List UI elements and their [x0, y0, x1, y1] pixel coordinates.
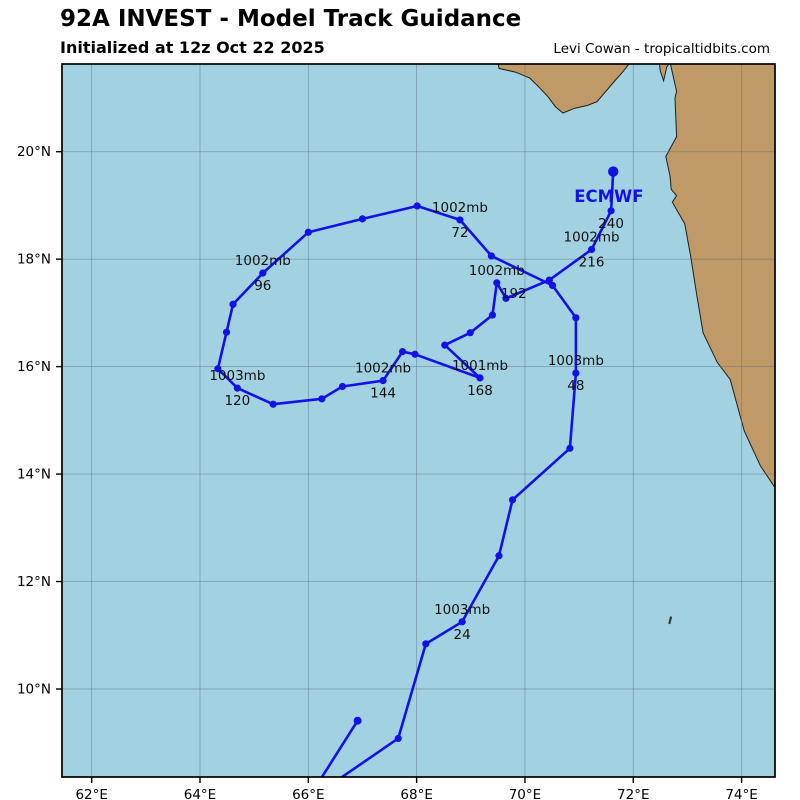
forecast-hour-label: 144: [370, 386, 396, 402]
x-axis-tick-label: 66°E: [292, 787, 324, 800]
y-axis-tick-label: 20°N: [17, 144, 51, 160]
init-time-subtitle: Initialized at 12z Oct 22 2025: [60, 38, 325, 57]
track-point: [379, 376, 387, 385]
track-point: [488, 311, 497, 319]
pressure-label: 1002mb: [469, 263, 525, 279]
track-point: [456, 216, 464, 224]
x-axis-tick-label: 62°E: [75, 787, 107, 800]
pressure-label: 1002mb: [564, 229, 620, 245]
forecast-hour-label: 48: [567, 378, 584, 394]
track-point: [466, 329, 474, 337]
forecast-hour-label: 240: [598, 216, 624, 232]
track-point: [476, 374, 484, 382]
y-axis-tick-label: 18°N: [17, 252, 51, 268]
page-title: 92A INVEST - Model Track Guidance: [60, 6, 522, 32]
track-point: [422, 640, 430, 648]
track-point: [259, 269, 267, 277]
x-axis-tick-label: 68°E: [400, 787, 432, 800]
forecast-hour-label: 192: [501, 286, 527, 302]
pressure-label: 1001mb: [452, 358, 508, 374]
track-point: [304, 228, 312, 236]
pressure-label: 1003mb: [434, 602, 490, 618]
track-point: [338, 382, 347, 391]
track-point: [411, 350, 419, 358]
x-axis-tick-label: 64°E: [184, 787, 216, 800]
track-point: [607, 207, 615, 215]
forecast-hour-label: 216: [579, 254, 605, 270]
track-point: [572, 369, 580, 377]
model-name-label: ECMWF: [574, 187, 643, 206]
forecast-hour-label: 72: [451, 225, 468, 241]
track-point: [545, 276, 553, 284]
y-axis-tick-label: 14°N: [17, 467, 51, 483]
y-axis-tick-label: 10°N: [17, 681, 51, 697]
track-point: [458, 618, 466, 626]
forecast-hour-label: 168: [467, 383, 493, 399]
x-axis-tick-label: 72°E: [617, 787, 649, 800]
track-point: [487, 252, 495, 260]
track-point: [353, 716, 362, 725]
track-point: [572, 314, 580, 322]
track-point: [229, 300, 237, 308]
track-point: [566, 444, 574, 452]
pressure-label: 1003mb: [548, 353, 604, 369]
pressure-label: 1003mb: [209, 368, 265, 384]
pressure-label: 1002mb: [355, 361, 411, 377]
track-point: [398, 347, 407, 356]
track-point: [587, 245, 596, 254]
track-point: [495, 552, 503, 560]
track-map-svg: 1003mb 24 1003mb 48 1002mb 72 1002mb 96 1003mb 12…: [62, 64, 775, 777]
forecast-hour-label: 120: [224, 393, 250, 409]
y-axis-tick-label: 12°N: [17, 574, 51, 590]
track-point: [222, 328, 231, 336]
credit-text: Levi Cowan - tropicaltidbits.com: [553, 41, 770, 57]
forecast-hour-label: 96: [254, 278, 271, 294]
track-point: [318, 395, 326, 403]
track-point: [508, 496, 517, 504]
y-axis-tick-label: 16°N: [17, 359, 51, 375]
track-point: [394, 734, 402, 743]
x-axis-tick-label: 74°E: [725, 787, 757, 800]
map-area: 1003mb 24 1003mb 48 1002mb 72 1002mb 96 1003mb 12…: [62, 64, 775, 777]
pressure-label: 1002mb: [432, 200, 488, 216]
pressure-label: 1002mb: [235, 253, 291, 269]
x-axis-tick-label: 70°E: [509, 787, 541, 800]
track-point: [493, 279, 501, 287]
track-point: [269, 400, 277, 408]
track-endpoint: [608, 166, 619, 177]
track-point: [233, 384, 241, 392]
forecast-hour-label: 24: [454, 627, 471, 643]
track-point: [413, 202, 421, 210]
track-point: [358, 215, 367, 223]
track-point: [441, 341, 449, 349]
